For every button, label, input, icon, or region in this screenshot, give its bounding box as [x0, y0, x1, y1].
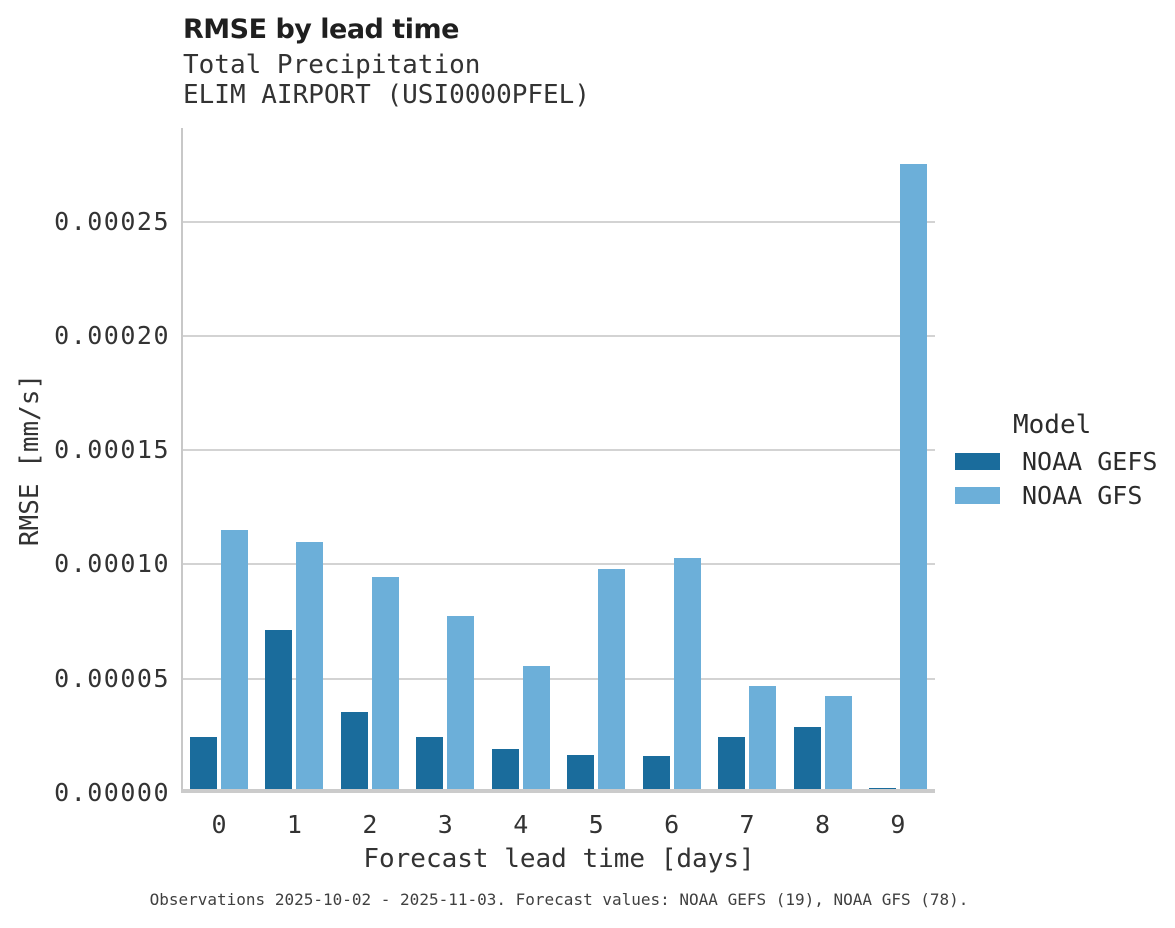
- y-tick-label-0.00015: 0.00015: [54, 435, 170, 465]
- bar-noaa-gefs-day-4: [491, 748, 519, 793]
- x-axis-line: [181, 789, 935, 793]
- bar-noaa-gfs-day-9: [899, 164, 927, 793]
- y-tick-label-0.00005: 0.00005: [54, 663, 170, 693]
- legend-entries: NOAA GEFS NOAA GFS: [955, 447, 1170, 510]
- bar-noaa-gfs-day-8: [824, 695, 852, 793]
- bar-noaa-gfs-day-3: [447, 615, 475, 793]
- gridline-0.00020: [183, 334, 935, 337]
- x-tick-label-2: 2: [362, 810, 378, 839]
- bar-noaa-gfs-day-0: [221, 530, 248, 793]
- y-tick-label-0.00010: 0.00010: [54, 549, 170, 579]
- x-axis-title: Forecast lead time [days]: [363, 844, 755, 874]
- bar-noaa-gefs-day-6: [642, 755, 670, 793]
- x-tick-label-0: 0: [211, 810, 227, 839]
- bar-noaa-gefs-day-0: [190, 737, 217, 793]
- legend-swatch-noaa-gfs: [955, 487, 1000, 504]
- gridline-0.00015: [183, 449, 935, 452]
- x-tick-label-9: 9: [890, 810, 906, 839]
- bar-noaa-gefs-day-8: [793, 726, 821, 793]
- bar-noaa-gefs-day-7: [718, 737, 746, 793]
- chart-subtitle-variable: Total Precipitation: [183, 50, 481, 80]
- plot-area: [181, 128, 935, 793]
- x-tick-label-4: 4: [513, 810, 529, 839]
- bar-noaa-gefs-day-3: [416, 737, 444, 793]
- bar-noaa-gfs-day-6: [673, 557, 701, 793]
- x-tick-label-5: 5: [588, 810, 604, 839]
- legend-entry-noaa-gefs: NOAA GEFS: [955, 447, 1170, 476]
- bar-noaa-gfs-day-5: [598, 568, 626, 793]
- legend-label-noaa-gefs: NOAA GEFS: [1022, 447, 1158, 476]
- x-tick-label-3: 3: [437, 810, 453, 839]
- legend-label-noaa-gfs: NOAA GFS: [1022, 481, 1143, 510]
- y-tick-label-0.00020: 0.00020: [54, 320, 170, 350]
- legend-swatch-noaa-gefs: [955, 453, 1000, 470]
- bar-noaa-gfs-day-7: [749, 685, 777, 793]
- chart-title: RMSE by lead time: [183, 14, 459, 45]
- y-tick-label-0.00025: 0.00025: [54, 206, 170, 236]
- bar-noaa-gfs-day-2: [371, 576, 399, 793]
- bar-noaa-gefs-day-2: [340, 711, 368, 793]
- caption: Observations 2025-10-02 - 2025-11-03. Fo…: [149, 890, 969, 909]
- legend-title: Model: [1013, 410, 1092, 440]
- legend-entry-noaa-gfs: NOAA GFS: [955, 481, 1170, 510]
- bar-noaa-gefs-day-1: [265, 629, 293, 793]
- bar-noaa-gfs-day-4: [522, 666, 550, 793]
- legend: Model NOAA GEFS NOAA GFS: [955, 410, 1170, 521]
- y-axis-line: [181, 128, 183, 793]
- bar-noaa-gfs-day-1: [296, 541, 324, 793]
- x-tick-label-8: 8: [814, 810, 831, 839]
- gridline-0.00005: [183, 677, 935, 680]
- bar-noaa-gefs-day-5: [567, 754, 595, 793]
- gridline-0.00010: [183, 563, 935, 566]
- x-tick-label-1: 1: [286, 810, 302, 839]
- x-tick-label-7: 7: [739, 810, 755, 839]
- x-tick-label-6: 6: [664, 810, 680, 839]
- gridline-0.00025: [183, 220, 935, 223]
- y-tick-label-0.00000: 0.00000: [54, 778, 170, 807]
- chart-subtitle-station: ELIM AIRPORT (USI0000PFEL): [183, 80, 590, 110]
